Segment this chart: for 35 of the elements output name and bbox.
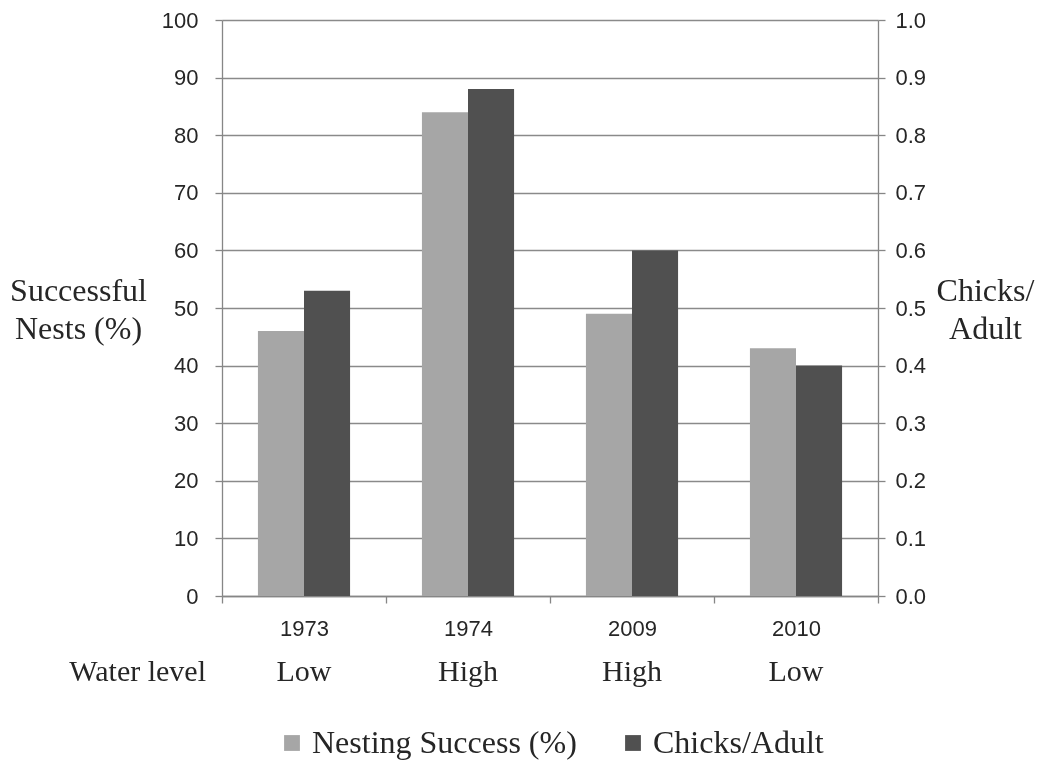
y-tick-label: 10 — [174, 525, 199, 551]
y2-tick-label: 0.8 — [895, 122, 927, 148]
text: Low — [768, 654, 824, 687]
text: Low — [276, 654, 332, 687]
y2-tick-label: 0.7 — [895, 180, 927, 206]
y-tick-label: 20 — [174, 468, 199, 494]
legend-label: Chicks/Adult — [653, 724, 824, 760]
y-tick-label: 50 — [174, 295, 199, 321]
x-tick-label: 2009 — [608, 615, 657, 641]
y-tick-label: 30 — [174, 410, 199, 436]
y-tick-label: 90 — [174, 65, 199, 91]
x-tick-label: 1974 — [444, 615, 493, 641]
y-tick-label: 60 — [174, 237, 199, 263]
y2-tick-label: 0.5 — [895, 295, 927, 321]
y-tick-label: 80 — [174, 122, 199, 148]
y2-tick-label: 0.4 — [895, 353, 927, 379]
y-tick-label: 40 — [174, 353, 199, 379]
y2-tick-label: 0.9 — [895, 65, 927, 91]
text: Water level — [69, 654, 206, 687]
y-tick-label: 100 — [161, 7, 199, 33]
y2-axis-title: Chicks/Adult — [936, 271, 1035, 346]
y-tick-label: 0 — [186, 583, 199, 609]
text: High — [438, 654, 498, 687]
legend-label: Nesting Success (%) — [312, 724, 577, 760]
y2-tick-label: 1.0 — [895, 7, 927, 33]
x-tick-label: 2010 — [772, 615, 821, 641]
y2-tick-label: 0.0 — [895, 583, 927, 609]
y-tick-label: 70 — [174, 180, 199, 206]
y2-tick-label: 0.2 — [895, 468, 927, 494]
text: High — [602, 654, 662, 687]
y2-tick-label: 0.3 — [895, 410, 927, 436]
x-tick-label: 1973 — [280, 615, 329, 641]
y-axis-title: Successful Nests (%) — [10, 271, 148, 346]
y2-tick-label: 0.6 — [895, 237, 927, 263]
y2-tick-label: 0.1 — [895, 525, 927, 551]
